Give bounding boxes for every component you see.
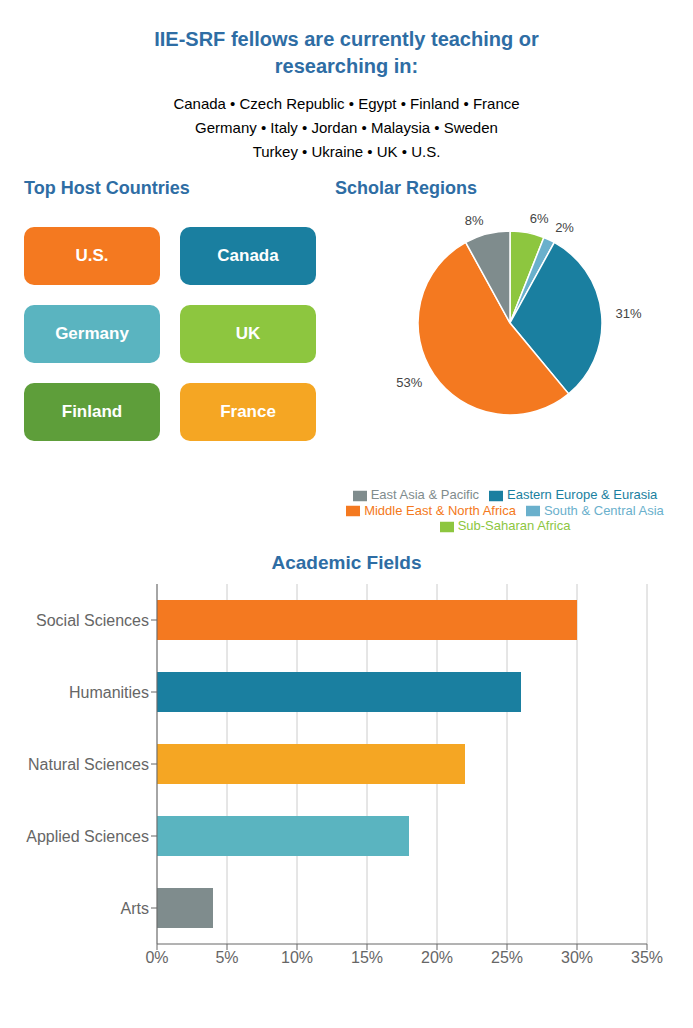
svg-text:5%: 5% [215,949,238,966]
html-text:Canada • Czech Republic • Egyp: Canada • Czech Republic • Egypt • Finlan… [173,95,520,112]
html-text:Eastern Europe & Eurasia: Eastern Europe & Eurasia [507,487,658,503]
html-text:UK: UK [235,324,261,343]
svg-text:31%: 31% [616,306,642,321]
svg-text:35%: 35% [630,949,662,966]
html-text:Germany • Italy • Jordan • Mal: Germany • Italy • Jordan • Malaysia • Sw… [195,119,498,136]
svg-text:Social Sciences: Social Sciences [36,612,149,629]
svg-text:8%: 8% [465,213,484,228]
html-text:U.S.: U.S. [75,246,109,265]
html-text:Turkey • Ukraine • UK • U.S.: Turkey • Ukraine • UK • U.S. [252,143,441,160]
html-text:Germany: Germany [55,324,129,343]
svg-text:20%: 20% [420,949,452,966]
svg-text:Arts: Arts [120,900,148,917]
html-text:Middle East & North Africa: Middle East & North Africa [364,502,516,518]
svg-text:6%: 6% [530,211,549,226]
html-text:Canada: Canada [217,246,279,265]
svg-text:53%: 53% [396,375,422,390]
html-text:Finland: Finland [61,402,123,421]
svg-text:30%: 30% [560,949,592,966]
html-text:IIE-SRF fellows are currently: IIE-SRF fellows are currently teaching o… [154,28,539,50]
html-text:East Asia & Pacific: East Asia & Pacific [370,487,479,503]
svg-text:Natural Sciences: Natural Sciences [28,756,149,773]
html-text:Top Host Countries: Top Host Countries [24,178,190,198]
svg-text:10%: 10% [280,949,312,966]
svg-text:0%: 0% [145,949,168,966]
html-text:South & Central Asia: South & Central Asia [543,502,664,518]
svg-text:Applied Sciences: Applied Sciences [26,828,149,845]
html-text:France: France [220,402,276,421]
html-text:Scholar Regions: Scholar Regions [335,178,477,198]
svg-text:15%: 15% [350,949,382,966]
html-text:researching in:: researching in: [274,55,419,77]
html-text:Academic Fields: Academic Fields [271,552,422,573]
svg-text:25%: 25% [490,949,522,966]
svg-text:2%: 2% [555,220,574,235]
svg-text:Humanities: Humanities [68,684,148,701]
html-text:Sub-Saharan Africa: Sub-Saharan Africa [457,518,571,534]
